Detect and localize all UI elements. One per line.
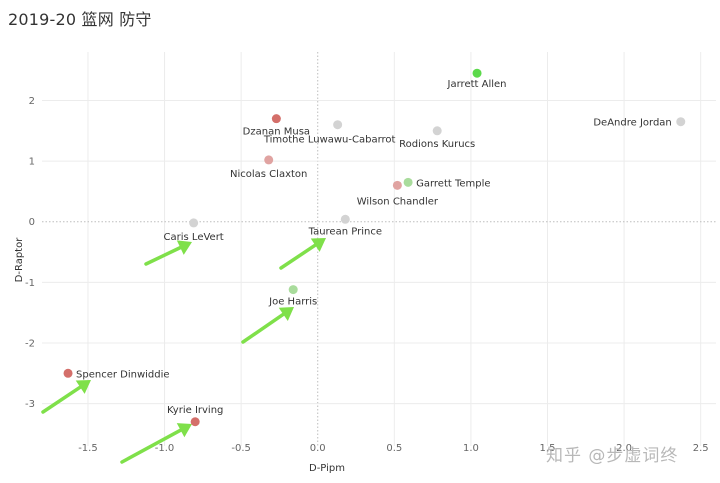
x-tick-label: -1.5 <box>78 443 98 454</box>
x-tick-label: -0.5 <box>231 443 251 454</box>
arrow-head <box>310 238 326 252</box>
data-point <box>190 417 200 427</box>
chart-title: 2019-20 篮网 防守 <box>8 10 152 29</box>
x-tick-label: 0.5 <box>386 443 402 454</box>
arrow-head <box>176 423 192 438</box>
data-point <box>676 117 686 127</box>
y-tick-label: 1 <box>29 157 35 168</box>
x-axis-title: D-Pipm <box>309 463 345 474</box>
y-tick-label: -2 <box>25 338 35 349</box>
y-tick-label: -1 <box>25 278 35 289</box>
data-label: Garrett Temple <box>416 178 490 189</box>
data-label: Taurean Prince <box>308 226 382 237</box>
data-label: Wilson Chandler <box>357 196 439 207</box>
y-tick-label: -3 <box>25 399 35 410</box>
arrow-shaft <box>41 385 82 414</box>
data-point <box>403 177 413 187</box>
x-tick-label: 2.0 <box>616 443 632 454</box>
annotation-arrows <box>41 238 326 464</box>
data-label: Timothe Luwawu-Cabarrot <box>263 135 396 146</box>
y-tick-label: 0 <box>29 217 35 228</box>
data-point <box>333 120 343 130</box>
data-label: Nicolas Claxton <box>230 169 307 180</box>
data-label: Dzanan Musa <box>243 127 310 138</box>
watermark: 知乎 @步虚词终 <box>546 446 679 466</box>
axis-layer: -1.5 -1.0 -0.5 0.0 0.5 1.0 1.5 2.0 2.5 2 1 0 -1 -2 -3 <box>25 96 709 454</box>
data-label: DeAndre Jordan <box>593 118 671 129</box>
data-label: Kyrie Irving <box>167 405 223 416</box>
arrow-head <box>75 380 91 394</box>
data-point <box>340 214 350 224</box>
x-tick-label: -1.0 <box>155 443 175 454</box>
arrow-shaft <box>120 428 183 464</box>
data-label: Rodions Kurucs <box>399 139 475 150</box>
data-point <box>472 68 482 78</box>
arrow-shaft <box>144 245 183 266</box>
data-point <box>63 368 73 378</box>
data-label: Caris LeVert <box>164 232 224 243</box>
data-points <box>63 68 686 427</box>
data-point <box>271 114 281 124</box>
data-label: Joe Harris <box>268 297 317 308</box>
y-tick-label: 2 <box>29 96 35 107</box>
data-point <box>189 218 199 228</box>
data-point <box>432 126 442 136</box>
data-label: Jarrett Allen <box>447 79 507 90</box>
x-tick-label: 1.5 <box>540 443 556 454</box>
data-point <box>392 180 402 190</box>
data-label: Spencer Dinwiddie <box>76 369 170 380</box>
data-point <box>264 155 274 165</box>
grid-layer <box>42 52 716 446</box>
x-tick-label: 2.5 <box>693 443 709 454</box>
y-axis-title: D-Raptor <box>14 237 25 283</box>
data-point <box>288 285 298 295</box>
arrow-head <box>176 240 192 255</box>
x-tick-label: 1.0 <box>463 443 479 454</box>
x-tick-label: 0.0 <box>310 443 326 454</box>
arrow-head <box>278 307 294 321</box>
arrow-shaft <box>279 243 317 270</box>
arrow-shaft <box>241 312 286 344</box>
